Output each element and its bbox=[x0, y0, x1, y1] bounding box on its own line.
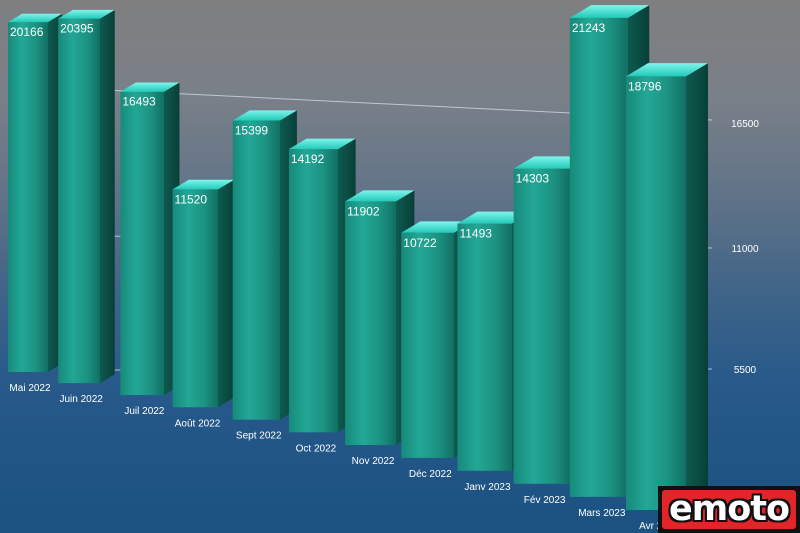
bar-front bbox=[58, 18, 100, 384]
bar-value-label: 11493 bbox=[459, 227, 492, 241]
bar-front bbox=[8, 22, 48, 372]
category-label: Juil 2022 bbox=[124, 406, 164, 417]
bar: 20395 Juin 2022 bbox=[58, 9, 115, 405]
bar: 15399 Sept 2022 bbox=[232, 110, 297, 442]
bar-side bbox=[686, 63, 708, 511]
bar-value-label: 11902 bbox=[347, 204, 380, 218]
bar-top bbox=[8, 13, 62, 23]
bar-value-label: 14192 bbox=[291, 152, 325, 166]
bar-top bbox=[172, 179, 235, 190]
bar-side bbox=[100, 9, 115, 384]
emoto-logo: emoto bbox=[658, 486, 800, 533]
bar-side bbox=[218, 179, 235, 408]
bar-top bbox=[457, 211, 532, 224]
bar-front bbox=[513, 168, 570, 484]
bar: 11493 Janv 2023 bbox=[457, 211, 532, 493]
bar-value-label: 11520 bbox=[175, 192, 208, 206]
bar-front bbox=[626, 76, 686, 510]
bar-top bbox=[569, 5, 650, 18]
category-label: Mars 2023 bbox=[578, 508, 626, 519]
bar-top bbox=[120, 82, 180, 92]
y-tick-label: 11000 bbox=[731, 244, 759, 255]
logo-text: emoto bbox=[668, 489, 790, 529]
bar-front bbox=[569, 17, 628, 497]
bar-value-label: 15399 bbox=[235, 124, 269, 138]
y-tick-label: 16500 bbox=[731, 119, 759, 130]
bar-value-label: 16493 bbox=[122, 95, 156, 109]
category-label: Oct 2022 bbox=[296, 443, 337, 454]
bar-value-label: 21243 bbox=[572, 21, 606, 35]
bar: 20166 Mai 2022 bbox=[8, 13, 62, 394]
bar: 16493 Juil 2022 bbox=[120, 82, 180, 417]
bar-front bbox=[457, 223, 512, 471]
bar-value-label: 20166 bbox=[10, 25, 44, 39]
bar-front bbox=[232, 120, 280, 420]
y-tick-label: 5500 bbox=[734, 365, 757, 376]
category-label: Fév 2023 bbox=[524, 495, 566, 506]
bar-front bbox=[401, 232, 454, 458]
category-label: Janv 2023 bbox=[464, 482, 511, 493]
category-label: Juin 2022 bbox=[59, 394, 103, 405]
bar-front bbox=[120, 91, 164, 396]
category-label: Mai 2022 bbox=[9, 383, 51, 394]
bar-top bbox=[626, 63, 708, 77]
category-label: Sept 2022 bbox=[236, 431, 282, 442]
bar-value-label: 10722 bbox=[403, 236, 437, 250]
category-label: Août 2022 bbox=[175, 418, 221, 429]
bar-top bbox=[401, 221, 474, 233]
bar-top bbox=[232, 110, 297, 121]
bar-value-label: 14303 bbox=[516, 172, 550, 186]
category-label: Déc 2022 bbox=[409, 469, 452, 480]
bar-front bbox=[172, 189, 218, 408]
bar-top bbox=[288, 138, 356, 150]
bar: 11520 Août 2022 bbox=[172, 179, 235, 429]
bar-value-label: 20395 bbox=[60, 22, 94, 36]
category-label: Nov 2022 bbox=[352, 456, 395, 467]
bar-front bbox=[345, 201, 396, 446]
bar-top bbox=[345, 190, 415, 202]
bar-value-label: 18796 bbox=[628, 79, 662, 93]
bar-top bbox=[58, 9, 115, 19]
bar-front bbox=[288, 149, 338, 433]
